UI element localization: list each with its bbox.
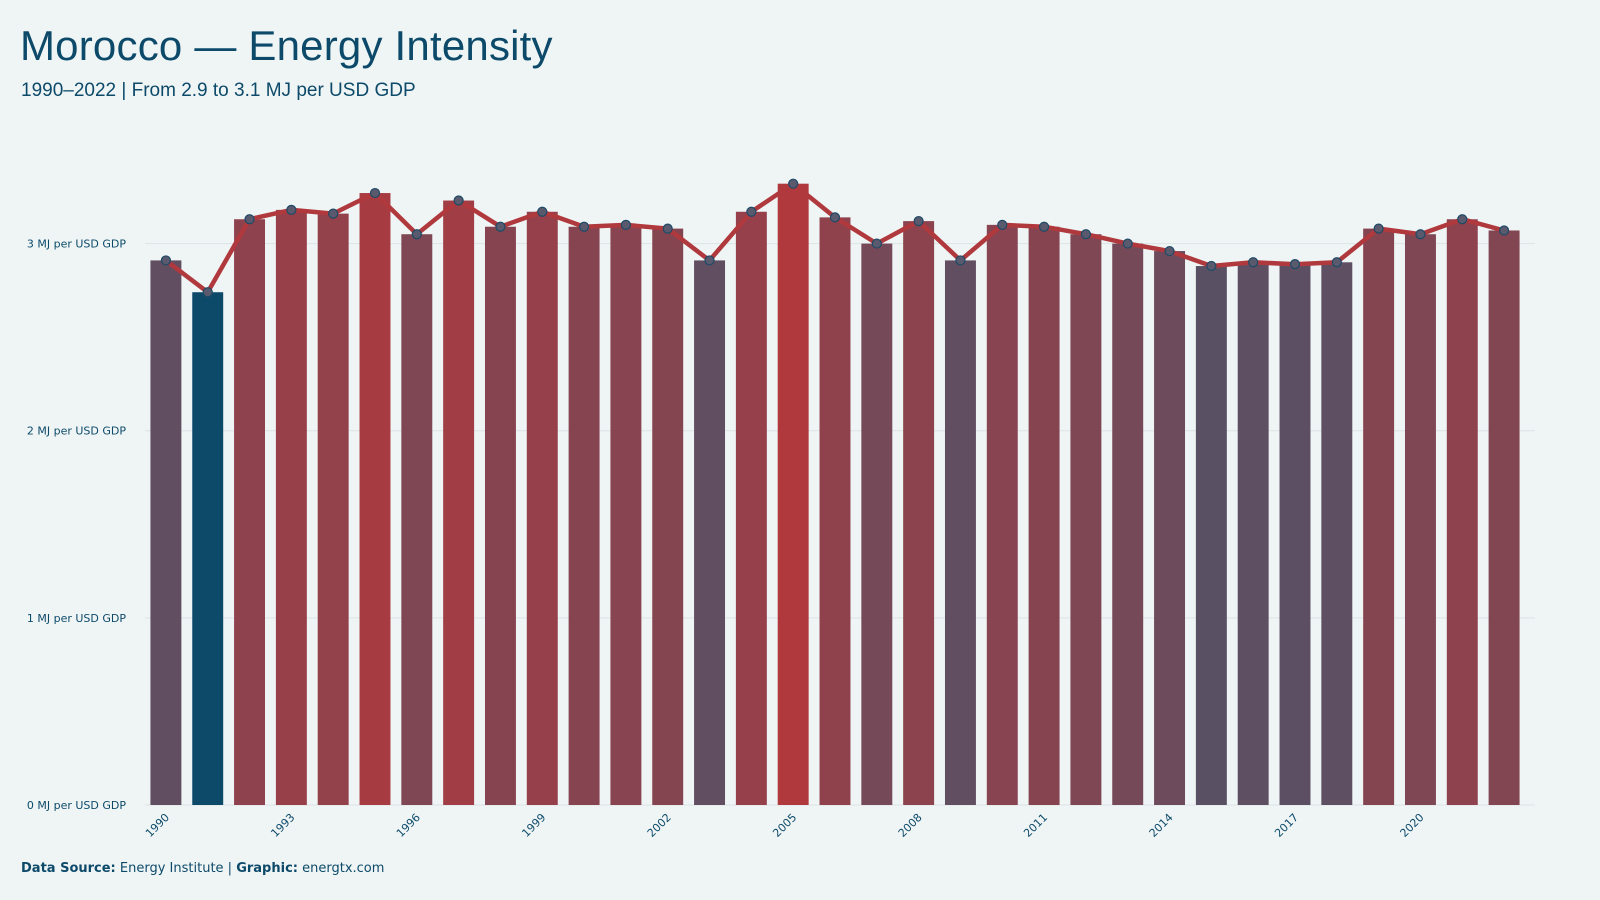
bar-2009 (945, 260, 976, 805)
bar-2001 (610, 225, 641, 805)
x-axis-ticks: 1990 1993 1996 1999 2002 2005 2008 2011 2014 2017… (143, 811, 1427, 840)
y-tick-label: 1 MJ per USD GDP (27, 612, 126, 625)
bar-1996 (401, 234, 432, 805)
bar-2005 (778, 184, 809, 805)
marker-2017 (1291, 260, 1300, 269)
x-tick-label: 2020 (1398, 811, 1427, 840)
source-value: Energy Institute | (120, 861, 232, 876)
bar-1993 (276, 210, 307, 805)
marker-2022 (1500, 226, 1509, 235)
bar-1990 (150, 260, 181, 805)
bar-2010 (987, 225, 1018, 805)
marker-1991 (203, 288, 212, 297)
bar-1992 (234, 219, 265, 805)
bar-2018 (1321, 262, 1352, 805)
bar-2019 (1363, 229, 1394, 805)
marker-2007 (872, 239, 881, 248)
marker-1992 (245, 215, 254, 224)
bar-2012 (1070, 234, 1101, 805)
marker-2004 (747, 207, 756, 216)
bar-2002 (652, 229, 683, 805)
graphic-label: Graphic: (236, 861, 298, 876)
x-tick-label: 2017 (1272, 811, 1301, 840)
marker-2012 (1081, 230, 1090, 239)
marker-2001 (621, 220, 630, 229)
marker-2021 (1458, 215, 1467, 224)
x-tick-label: 1996 (394, 811, 423, 840)
bars (150, 184, 1519, 805)
x-tick-label: 1999 (519, 811, 548, 840)
bar-2003 (694, 260, 725, 805)
bar-1995 (360, 193, 391, 805)
marker-2011 (1040, 222, 1049, 231)
marker-2019 (1374, 224, 1383, 233)
bar-1998 (485, 227, 516, 805)
bar-2015 (1196, 266, 1227, 805)
marker-2015 (1207, 262, 1216, 271)
marker-2006 (831, 213, 840, 222)
marker-2002 (663, 224, 672, 233)
bar-2000 (569, 227, 600, 805)
bar-2016 (1238, 262, 1269, 805)
marker-1998 (496, 222, 505, 231)
y-tick-label: 3 MJ per USD GDP (27, 238, 126, 251)
x-tick-label: 1990 (143, 811, 172, 840)
bar-2021 (1447, 219, 1478, 805)
bar-2017 (1280, 264, 1311, 805)
marker-2016 (1249, 258, 1258, 267)
bar-2013 (1112, 244, 1143, 805)
bar-1999 (527, 212, 558, 805)
marker-2010 (998, 220, 1007, 229)
x-tick-label: 2008 (896, 811, 925, 840)
marker-2013 (1123, 239, 1132, 248)
marker-2005 (789, 179, 798, 188)
bar-2011 (1029, 227, 1060, 805)
marker-1990 (161, 256, 170, 265)
bar-1994 (318, 214, 349, 805)
x-tick-label: 2005 (770, 811, 799, 840)
chart-footer: Data Source: Energy Institute | Graphic:… (21, 861, 384, 876)
marker-2003 (705, 256, 714, 265)
marker-1994 (329, 209, 338, 218)
bar-1997 (443, 201, 474, 805)
marker-2000 (580, 222, 589, 231)
marker-1997 (454, 196, 463, 205)
marker-1996 (412, 230, 421, 239)
y-tick-label: 2 MJ per USD GDP (27, 425, 126, 438)
marker-2020 (1416, 230, 1425, 239)
marker-1995 (371, 189, 380, 198)
bar-2007 (861, 244, 892, 805)
marker-2018 (1332, 258, 1341, 267)
x-tick-label: 2014 (1147, 811, 1176, 840)
marker-2014 (1165, 247, 1174, 256)
bar-2008 (903, 221, 934, 805)
marker-2009 (956, 256, 965, 265)
bar-2022 (1489, 230, 1520, 805)
bar-2006 (820, 217, 851, 805)
marker-1993 (287, 205, 296, 214)
marker-1999 (538, 207, 547, 216)
source-label: Data Source: (21, 861, 116, 876)
y-tick-label: 0 MJ per USD GDP (27, 799, 126, 812)
bar-2014 (1154, 251, 1185, 805)
x-tick-label: 1993 (268, 811, 297, 840)
x-tick-label: 2002 (645, 811, 674, 840)
bar-1991 (192, 292, 223, 805)
marker-2008 (914, 217, 923, 226)
bar-2020 (1405, 234, 1436, 805)
x-tick-label: 2011 (1021, 811, 1050, 840)
y-axis-ticks: 0 MJ per USD GDP 1 MJ per USD GDP 2 MJ per… (27, 238, 126, 812)
bar-2004 (736, 212, 767, 805)
graphic-value: energtx.com (302, 861, 384, 876)
